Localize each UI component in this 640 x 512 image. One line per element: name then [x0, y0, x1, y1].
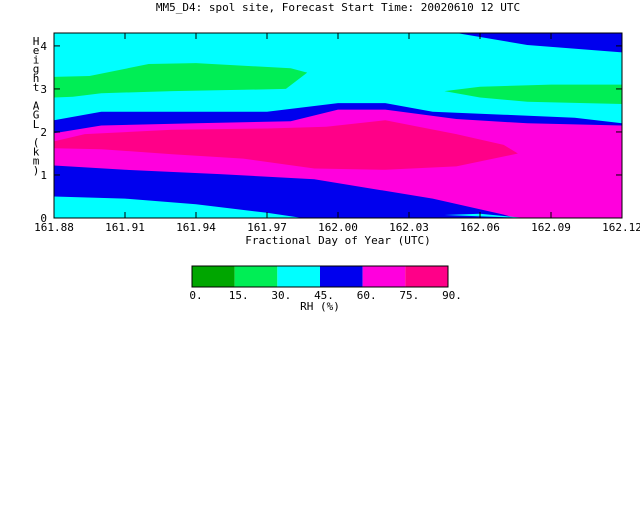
x-tick-label: 161.97 — [247, 221, 287, 234]
contour-band-45-60-1 — [456, 33, 622, 53]
x-tick-label: 162.03 — [389, 221, 429, 234]
y-axis-label-char: k — [33, 145, 40, 158]
contour-band-75-90-6 — [54, 120, 518, 170]
contour-band-30-45-8 — [54, 196, 303, 218]
colorbar-level-label: 15. — [229, 289, 249, 302]
contour-bands — [54, 33, 622, 218]
colorbar-swatch — [277, 266, 320, 287]
y-axis-label-char: h — [33, 72, 40, 85]
colorbar-level-label: 0. — [189, 289, 202, 302]
y-axis-label-char: e — [33, 44, 40, 57]
x-tick-label: 161.88 — [34, 221, 74, 234]
x-tick-label: 162.06 — [460, 221, 500, 234]
y-tick-label: 1 — [40, 169, 47, 182]
y-tick-label: 2 — [40, 126, 47, 139]
colorbar-label: RH (%) — [300, 300, 340, 313]
y-axis-label-char: g — [33, 63, 40, 76]
contour-band-15-30-2 — [54, 63, 308, 98]
colorbar-swatch — [320, 266, 363, 287]
colorbar-swatch — [362, 266, 406, 287]
y-tick-label: 3 — [40, 83, 47, 96]
colorbar-level-label: 45. — [314, 289, 334, 302]
y-axis-label-char: i — [33, 53, 40, 66]
y-axis-label-char: A — [33, 99, 40, 112]
colorbar-level-label: 75. — [399, 289, 419, 302]
y-axis-label-char: t — [33, 81, 40, 94]
x-axis-ticks: 161.88 161.91 161.94 161.97 162.00 162.03 162.… — [34, 33, 640, 234]
colorbar-swatch — [405, 266, 448, 287]
x-tick-label: 161.94 — [176, 221, 216, 234]
y-tick-label: 0 — [40, 212, 47, 225]
y-axis-label-char: L — [33, 118, 40, 131]
colorbar-level-label: 30. — [271, 289, 291, 302]
colorbar-frame — [191, 265, 449, 288]
colorbar-level-label: 60. — [357, 289, 377, 302]
y-axis-label-char: H — [33, 35, 40, 48]
x-tick-label: 161.91 — [105, 221, 145, 234]
y-axis-label-char: G — [33, 109, 40, 122]
x-tick-label: 162.09 — [531, 221, 571, 234]
colorbar-swatch — [192, 266, 235, 287]
y-axis-label-char: ( — [33, 136, 40, 149]
colorbar-level-label: 90. — [442, 289, 462, 302]
colorbar: 0. 15. 30. 45. 60. 75. 90. — [189, 265, 462, 302]
contour-band-30-45-9 — [444, 213, 528, 218]
y-axis-label-char: m — [33, 155, 40, 168]
chart-title: MM5_D4: spol site, Forecast Start Time: … — [156, 1, 520, 14]
x-tick-label: 162.00 — [318, 221, 358, 234]
x-tick-label: 162.12 — [602, 221, 640, 234]
y-axis-label-char: ) — [33, 164, 40, 177]
colorbar-swatch — [234, 266, 278, 287]
x-axis-label: Fractional Day of Year (UTC) — [245, 234, 430, 247]
y-tick-label: 4 — [40, 40, 47, 53]
contour-band-15-30-3 — [444, 84, 622, 104]
y-axis-ticks: 0 1 2 3 4 — [40, 40, 622, 225]
